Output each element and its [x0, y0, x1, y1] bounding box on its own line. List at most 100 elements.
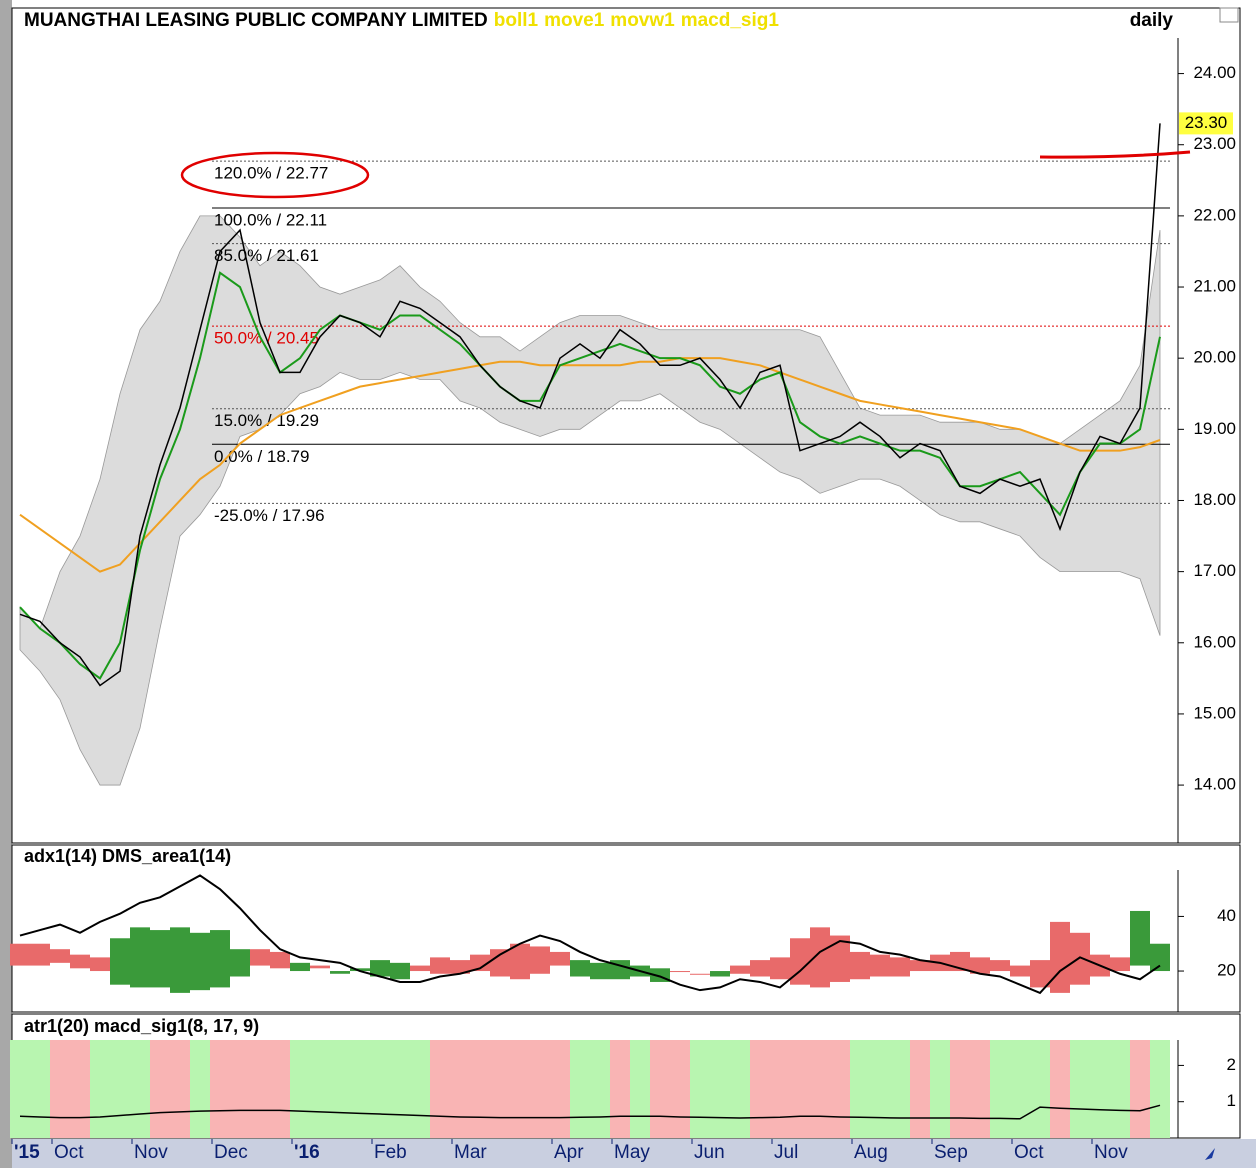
macd-signal [590, 1040, 610, 1138]
macd-signal [170, 1040, 190, 1138]
fib-label: 120.0% / 22.77 [214, 164, 328, 183]
x-tick-label: Apr [554, 1142, 584, 1163]
price-tag [1179, 112, 1233, 135]
macd-signal [1070, 1040, 1090, 1138]
plot-layer: 14.00 15.00 16.00 17.00 18.00 19.00 20.00 21.00… [10, 63, 1236, 1163]
macd-signal [790, 1040, 810, 1138]
macd-signal [1030, 1040, 1050, 1138]
dms-area [670, 971, 690, 973]
fib-label: 0.0% / 18.79 [214, 447, 309, 466]
panel-title: adx1(14) DMS_area1(14) [24, 846, 231, 866]
macd-signal [890, 1040, 910, 1138]
y-tick-label: 17.00 [1193, 561, 1236, 580]
y-tick-label: 1 [1227, 1091, 1236, 1110]
macd-signal [870, 1040, 890, 1138]
dms-area [150, 930, 170, 988]
series-line [19, 271, 1161, 680]
x-tick-label: Oct [1014, 1142, 1044, 1163]
series-line [19, 874, 1161, 995]
fib-label: 100.0% / 22.11 [214, 211, 327, 230]
macd-signal [630, 1040, 650, 1138]
fib-label: 85.0% / 21.61 [214, 246, 319, 265]
macd-signal [270, 1040, 290, 1138]
macd-signal [350, 1040, 370, 1138]
y-tick-label: 40 [1217, 906, 1236, 925]
x-axis-bar [12, 1139, 1256, 1168]
macd-signal [830, 1040, 850, 1138]
dms-area [510, 943, 530, 980]
y-tick-label: 15.00 [1193, 703, 1236, 722]
dms-area [10, 943, 30, 966]
dms-area [770, 957, 790, 980]
x-tick-label: Oct [54, 1142, 84, 1163]
macd-signal [570, 1040, 590, 1138]
dms-area [730, 965, 750, 974]
macd-signal [10, 1040, 30, 1138]
legend-entry: macd_sig1 [681, 10, 780, 31]
macd-signal [310, 1040, 330, 1138]
close-box[interactable] [1219, 7, 1239, 23]
price-tag-label: 23.30 [1185, 113, 1228, 132]
dms-area [530, 946, 550, 974]
macd-signal [210, 1040, 230, 1138]
dms-area [250, 949, 270, 966]
dms-area [330, 971, 350, 974]
dms-area [910, 960, 930, 972]
macd-signal [810, 1040, 830, 1138]
dms-area [390, 962, 410, 980]
legend-entry: movw1 [610, 10, 675, 31]
x-tick-label: Aug [854, 1142, 888, 1163]
macd-signal [90, 1040, 110, 1138]
annotation-line [1039, 150, 1191, 159]
macd-signal [1130, 1040, 1150, 1138]
left-strip [0, 0, 12, 1168]
macd-signal [470, 1040, 490, 1138]
dms-area [790, 938, 810, 985]
dms-area [1050, 921, 1070, 993]
dms-area [830, 935, 850, 982]
y-tick-label: 20.00 [1193, 348, 1236, 367]
macd-signal [750, 1040, 770, 1138]
x-tick-label: Nov [134, 1142, 168, 1163]
macd-signal [970, 1040, 990, 1138]
macd-signal [70, 1040, 90, 1138]
y-tick-label: 2 [1227, 1055, 1236, 1074]
y-tick-label: 22.00 [1193, 205, 1236, 224]
macd-signal [150, 1040, 170, 1138]
x-tick-label: Jul [774, 1142, 798, 1163]
dms-area [110, 938, 130, 985]
dms-area [230, 949, 250, 977]
x-tick-label: Sep [934, 1142, 968, 1163]
y-tick-label: 14.00 [1193, 775, 1236, 794]
macd-signal [130, 1040, 150, 1138]
legend-entry: move1 [544, 10, 605, 31]
y-tick-label: 16.00 [1193, 632, 1236, 651]
dms-area [370, 960, 390, 977]
macd-signal [430, 1040, 450, 1138]
y-tick-label: 20 [1217, 961, 1236, 980]
dms-area [990, 960, 1010, 972]
macd-signal [710, 1040, 730, 1138]
bollinger-band [19, 215, 1161, 786]
dms-area [1070, 932, 1090, 985]
y-tick-label: 21.00 [1193, 277, 1236, 296]
y-tick-label: 19.00 [1193, 419, 1236, 438]
x-tick-label: Jun [694, 1142, 725, 1163]
macd-signal [110, 1040, 130, 1138]
macd-signal [330, 1040, 350, 1138]
macd-signal [30, 1040, 50, 1138]
dms-area [410, 965, 430, 972]
dms-area [550, 951, 570, 966]
macd-signal [990, 1040, 1010, 1138]
x-tick-label: Nov [1094, 1142, 1128, 1163]
macd-signal [530, 1040, 550, 1138]
dms-area [270, 951, 290, 969]
dms-area [470, 954, 490, 972]
series-line [19, 1104, 1161, 1120]
dms-area [710, 971, 730, 977]
macd-signal [950, 1040, 970, 1138]
cursor-icon[interactable] [1205, 1148, 1215, 1160]
dms-area [690, 973, 710, 975]
dms-area [290, 962, 310, 972]
dms-area [190, 932, 210, 991]
